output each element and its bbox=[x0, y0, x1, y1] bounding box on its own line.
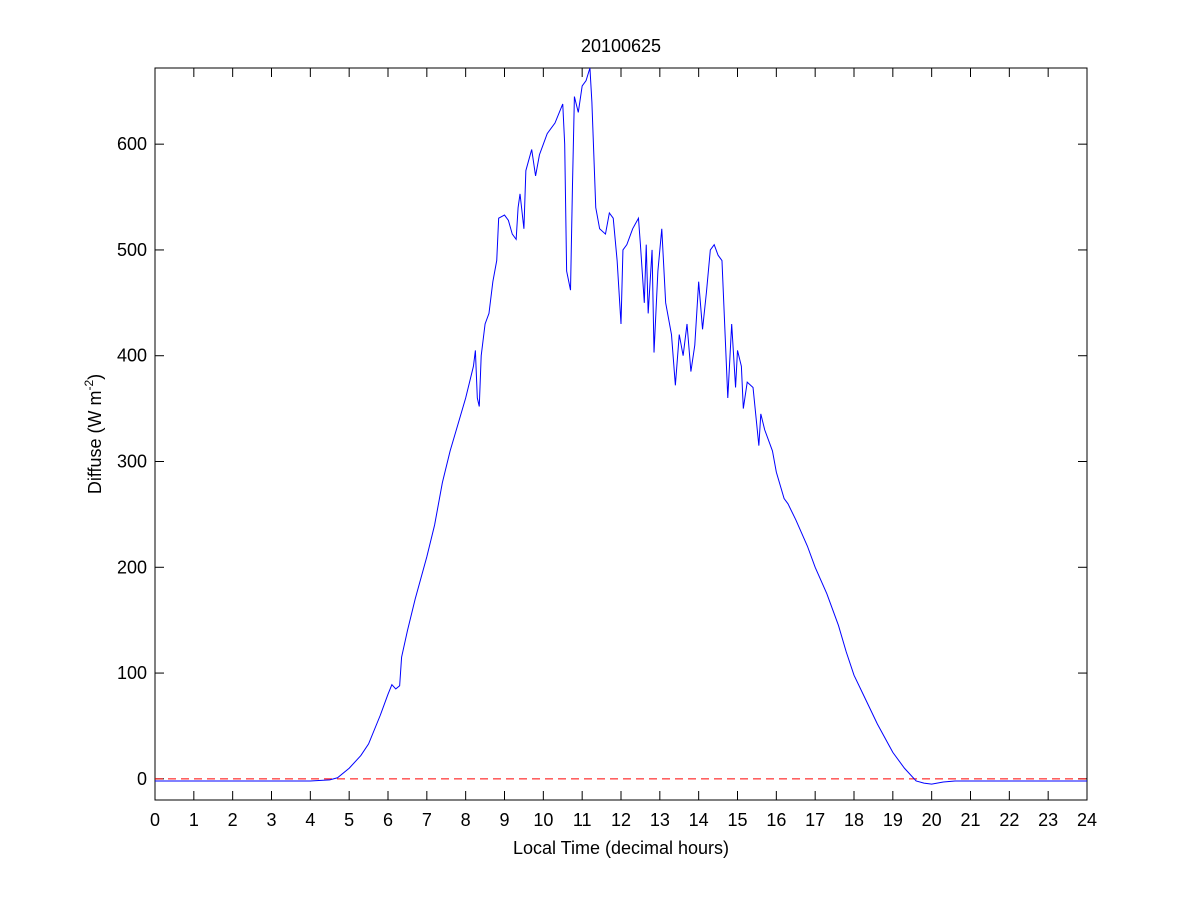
y-tick-label: 500 bbox=[117, 240, 147, 260]
x-tick-label: 6 bbox=[383, 810, 393, 830]
x-tick-label: 7 bbox=[422, 810, 432, 830]
x-tick-label: 19 bbox=[883, 810, 903, 830]
x-tick-label: 24 bbox=[1077, 810, 1097, 830]
y-tick-label: 400 bbox=[117, 346, 147, 366]
x-tick-label: 16 bbox=[766, 810, 786, 830]
y-label-part: Diffuse (W m bbox=[85, 390, 105, 494]
y-tick-label: 600 bbox=[117, 134, 147, 154]
x-tick-label: 12 bbox=[611, 810, 631, 830]
x-tick-label: 2 bbox=[228, 810, 238, 830]
y-tick-label: 0 bbox=[137, 769, 147, 789]
x-tick-label: 9 bbox=[499, 810, 509, 830]
x-axis-label: Local Time (decimal hours) bbox=[513, 838, 729, 858]
y-label-superscript: -2 bbox=[82, 379, 96, 390]
x-tick-label: 3 bbox=[266, 810, 276, 830]
y-axis-label: Diffuse (W m-2) bbox=[82, 374, 105, 494]
x-tick-label: 20 bbox=[922, 810, 942, 830]
x-tick-label: 14 bbox=[689, 810, 709, 830]
x-tick-label: 17 bbox=[805, 810, 825, 830]
plot-area bbox=[154, 67, 1088, 801]
x-tick-label: 15 bbox=[727, 810, 747, 830]
x-tick-label: 0 bbox=[150, 810, 160, 830]
y-tick-label: 300 bbox=[117, 452, 147, 472]
x-tick-label: 1 bbox=[189, 810, 199, 830]
chart-title: 20100625 bbox=[581, 36, 661, 56]
x-tick-label: 11 bbox=[573, 810, 592, 830]
y-label-part: ) bbox=[85, 374, 105, 380]
x-tick-label: 10 bbox=[533, 810, 553, 830]
x-tick-label: 18 bbox=[844, 810, 864, 830]
y-tick-label: 200 bbox=[117, 557, 147, 577]
x-tick-label: 5 bbox=[344, 810, 354, 830]
y-tick-label: 100 bbox=[117, 663, 147, 683]
x-tick-label: 4 bbox=[305, 810, 315, 830]
x-tick-label: 23 bbox=[1038, 810, 1058, 830]
x-tick-label: 21 bbox=[960, 810, 980, 830]
x-tick-label: 22 bbox=[999, 810, 1019, 830]
x-tick-label: 8 bbox=[461, 810, 471, 830]
x-tick-label: 13 bbox=[650, 810, 670, 830]
data-line bbox=[155, 67, 1087, 785]
